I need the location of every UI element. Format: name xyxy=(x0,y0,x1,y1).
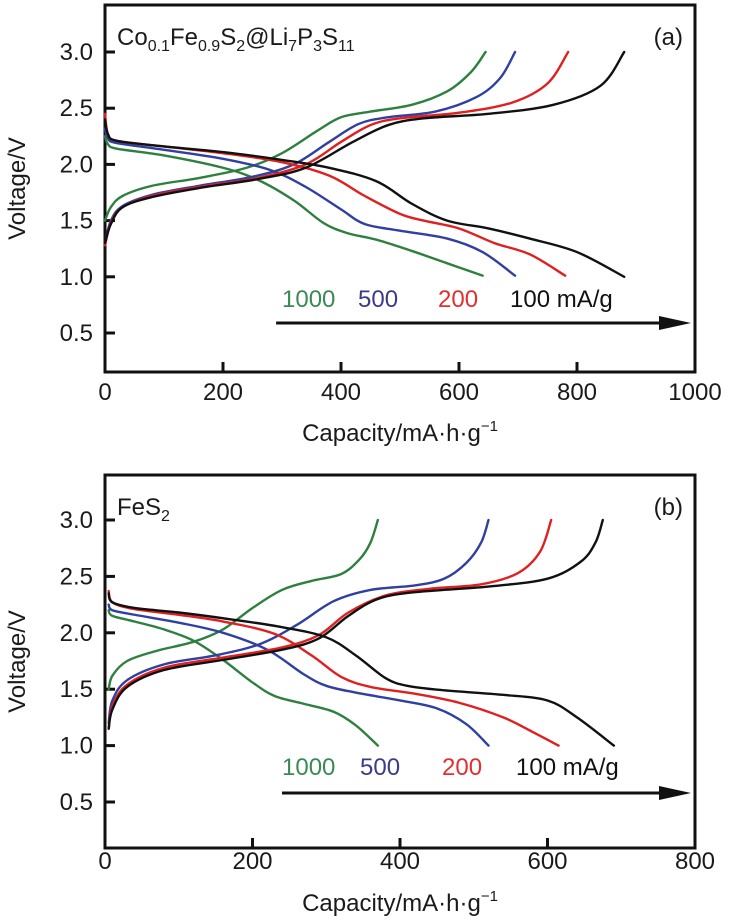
x-tick-label: 200 xyxy=(232,848,272,875)
panel-label: (b) xyxy=(654,494,683,521)
series-line-500-ma-g-discharge xyxy=(107,603,490,747)
series-line-100-ma-g-discharge xyxy=(103,118,626,278)
rate-label: 1000 xyxy=(282,754,335,781)
x-tick-label: 0 xyxy=(98,848,111,875)
panel-a: 0.5 1.0 1.5 2.0 2.5 3.0 0 200 400 600 800 1000 Capac… xyxy=(4,3,722,447)
rate-label: 200 xyxy=(442,754,482,781)
x-tick-label: 1000 xyxy=(668,379,721,406)
y-tick-label: 1.0 xyxy=(60,733,93,760)
rate-label: 100 mA/g xyxy=(516,754,619,781)
series-line-500-ma-g-charge xyxy=(107,518,490,725)
y-tick-label: 1.5 xyxy=(60,208,93,235)
rate-label: 100 mA/g xyxy=(510,286,613,313)
x-axis-title: Capacity/mA·h·g−1 xyxy=(302,418,498,447)
series-line-500-ma-g-discharge xyxy=(103,127,517,277)
y-tick-label: 1.0 xyxy=(60,264,93,291)
x-tick-label: 800 xyxy=(675,848,715,875)
panel-b: 0.5 1.0 1.5 2.0 2.5 3.0 0 200 400 600 800 Capacity/… xyxy=(4,473,715,917)
y-tick-label: 2.0 xyxy=(60,620,93,647)
panel-title: FeS2 xyxy=(117,494,170,525)
y-tick-label: 3.0 xyxy=(60,507,93,534)
rate-arrow-head xyxy=(659,316,691,330)
y-tick-label: 3.0 xyxy=(60,39,93,66)
rate-label: 1000 xyxy=(282,286,335,313)
series-line-1000-ma-g-charge xyxy=(107,518,380,691)
plot-frame xyxy=(103,3,697,374)
series-line-200-ma-g-discharge xyxy=(107,589,560,747)
y-tick-label: 0.5 xyxy=(60,320,93,347)
series-line-1000-ma-g-charge xyxy=(103,50,487,222)
y-tick-label: 0.5 xyxy=(60,789,93,816)
x-tick-label: 800 xyxy=(557,379,597,406)
series-line-100-ma-g-charge xyxy=(103,50,626,245)
rate-label: 200 xyxy=(438,286,478,313)
panel-label: (a) xyxy=(654,24,683,51)
x-tick-label: 200 xyxy=(203,379,243,406)
x-tick-label: 600 xyxy=(439,379,479,406)
series-line-1000-ma-g-discharge xyxy=(107,609,380,747)
series-line-100-ma-g-charge xyxy=(107,518,605,730)
y-tick-label: 2.5 xyxy=(60,95,93,122)
y-tick-label: 2.0 xyxy=(60,151,93,178)
x-tick-label: 0 xyxy=(98,379,111,406)
x-tick-label: 400 xyxy=(321,379,361,406)
y-tick-label: 1.5 xyxy=(60,676,93,703)
rate-label: 500 xyxy=(358,286,398,313)
rate-arrow-head xyxy=(659,786,691,800)
y-axis-title: Voltage/V xyxy=(4,610,31,713)
y-tick-label: 2.5 xyxy=(60,563,93,590)
x-tick-label: 400 xyxy=(380,848,420,875)
series-line-100-ma-g-discharge xyxy=(107,592,616,747)
panel-title: Co0.1Fe0.9S2@Li7P3S11 xyxy=(117,24,355,55)
y-axis-title: Voltage/V xyxy=(4,137,31,240)
series-line-200-ma-g-charge xyxy=(107,518,553,730)
x-tick-label: 600 xyxy=(527,848,567,875)
x-axis-title: Capacity/mA·h·g−1 xyxy=(302,888,498,917)
rate-label: 500 xyxy=(360,754,400,781)
series-line-1000-ma-g-discharge xyxy=(103,135,484,277)
